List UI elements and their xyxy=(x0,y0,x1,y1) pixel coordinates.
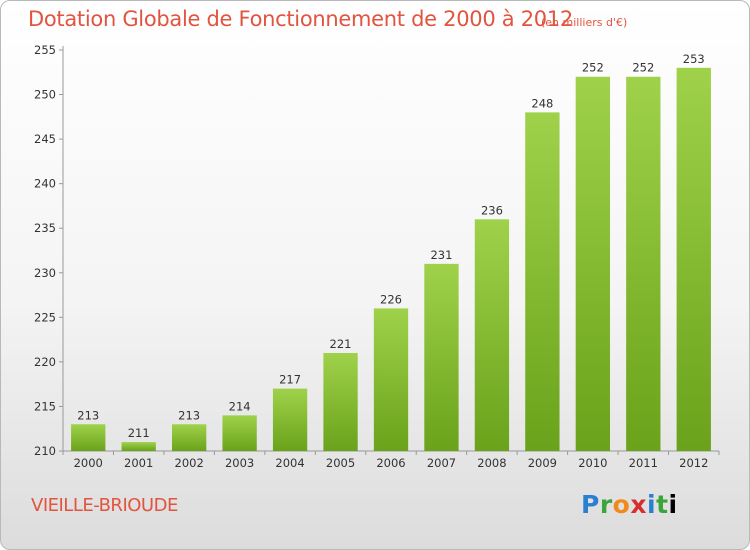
value-label-2006: 226 xyxy=(380,292,402,306)
logo-letter: i xyxy=(647,490,657,519)
y-tick-label: 245 xyxy=(34,132,56,146)
commune-name: VIEILLE-BRIOUDE xyxy=(31,495,178,516)
value-label-2001: 211 xyxy=(128,426,150,440)
logo-letter: t xyxy=(656,490,669,519)
chart-title: Dotation Globale de Fonctionnement de 20… xyxy=(28,7,573,31)
bar-2002 xyxy=(171,424,207,451)
bar-2001 xyxy=(121,442,156,451)
value-label-2012: 253 xyxy=(683,52,705,66)
logo-letter: x xyxy=(630,490,647,519)
chart-unit: (en milliers d'€) xyxy=(541,16,628,29)
y-tick-label: 255 xyxy=(34,43,56,57)
bar-2010 xyxy=(575,76,611,451)
x-tick-label-2000: 2000 xyxy=(74,456,103,470)
x-tick-label-2006: 2006 xyxy=(376,456,405,470)
x-tick-label-2002: 2002 xyxy=(175,456,204,470)
y-tick-label: 235 xyxy=(34,221,56,235)
bar-2008 xyxy=(474,219,510,451)
logo-letter: r xyxy=(599,490,613,519)
x-tick-label-2007: 2007 xyxy=(427,456,456,470)
logo-letter: o xyxy=(612,490,631,519)
bar-2007 xyxy=(424,263,459,451)
value-label-2004: 217 xyxy=(279,373,301,387)
x-tick-label-2001: 2001 xyxy=(124,456,153,470)
value-label-2003: 214 xyxy=(229,399,251,413)
bar-2004 xyxy=(272,388,308,451)
logo-letter: i xyxy=(668,490,678,519)
logo-letter: P xyxy=(581,490,600,519)
bar-2003 xyxy=(222,415,257,451)
value-label-2000: 213 xyxy=(77,408,99,422)
bar-2005 xyxy=(323,352,358,451)
x-tick-label-2009: 2009 xyxy=(528,456,557,470)
value-label-2005: 221 xyxy=(330,337,352,351)
value-label-2011: 252 xyxy=(632,61,654,75)
bar-2006 xyxy=(373,308,409,451)
y-tick-label: 220 xyxy=(34,355,56,369)
value-label-2002: 213 xyxy=(178,408,200,422)
bar-2011 xyxy=(626,76,661,451)
x-tick-label-2008: 2008 xyxy=(477,456,506,470)
x-tick-label-2003: 2003 xyxy=(225,456,254,470)
x-tick-label-2005: 2005 xyxy=(326,456,355,470)
value-label-2008: 236 xyxy=(481,203,503,217)
y-tick-label: 240 xyxy=(34,177,56,191)
y-tick-label: 210 xyxy=(34,444,56,458)
proxiti-logo: Proxiti xyxy=(581,490,678,519)
bar-2012 xyxy=(676,67,711,452)
y-tick-label: 250 xyxy=(34,88,56,102)
y-tick-label: 230 xyxy=(34,266,56,280)
x-tick-label-2004: 2004 xyxy=(275,456,304,470)
value-label-2007: 231 xyxy=(430,248,452,262)
value-label-2009: 248 xyxy=(531,96,553,110)
bar-2009 xyxy=(525,112,560,451)
y-tick-label: 225 xyxy=(34,310,56,324)
x-tick-label-2011: 2011 xyxy=(629,456,658,470)
bar-2000 xyxy=(71,424,106,451)
x-tick-label-2010: 2010 xyxy=(578,456,607,470)
value-label-2010: 252 xyxy=(582,61,604,75)
x-tick-label-2012: 2012 xyxy=(679,456,708,470)
y-tick-label: 215 xyxy=(34,399,56,413)
